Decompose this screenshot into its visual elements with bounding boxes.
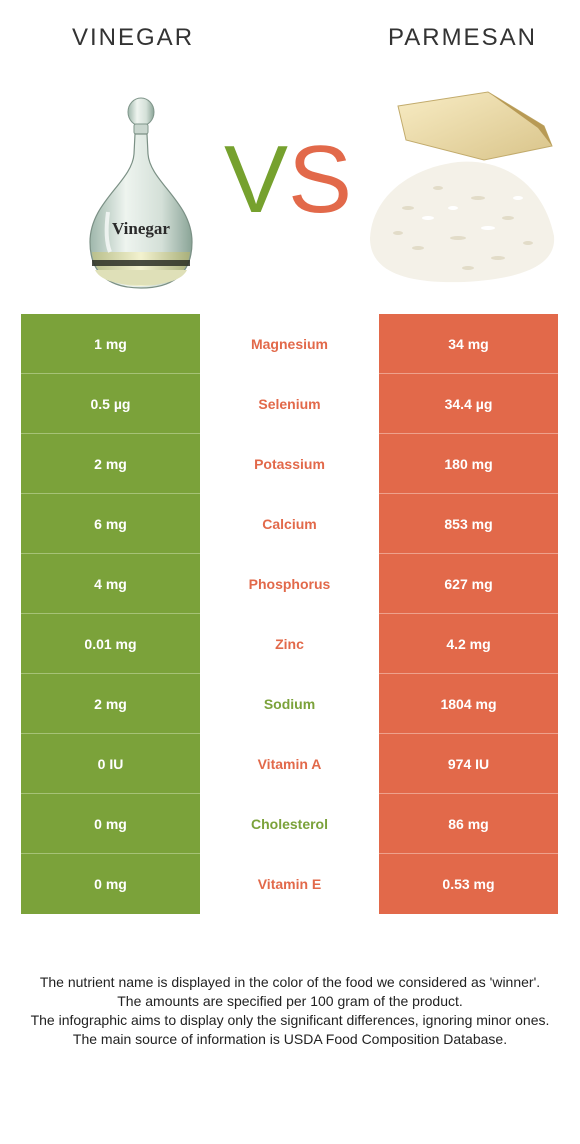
nutrient-name: Vitamin E <box>200 854 379 914</box>
vinegar-value: 6 mg <box>21 494 200 554</box>
nutrient-name: Sodium <box>200 674 379 734</box>
nutrient-name: Selenium <box>200 374 379 434</box>
table-row: 2 mg Sodium 1804 mg <box>21 674 558 734</box>
footnote-line: The infographic aims to display only the… <box>30 1012 550 1028</box>
table-row: 0.5 µg Selenium 34.4 µg <box>21 374 558 434</box>
parmesan-value: 853 mg <box>379 494 558 554</box>
parmesan-value: 4.2 mg <box>379 614 558 674</box>
footnote-line: The amounts are specified per 100 gram o… <box>117 993 463 1009</box>
nutrient-name: Cholesterol <box>200 794 379 854</box>
parmesan-value: 86 mg <box>379 794 558 854</box>
nutrient-name: Vitamin A <box>200 734 379 794</box>
table-row: 6 mg Calcium 853 mg <box>21 494 558 554</box>
parmesan-value: 34.4 µg <box>379 374 558 434</box>
table-row: 0 mg Vitamin E 0.53 mg <box>21 854 558 914</box>
vinegar-value: 0.01 mg <box>21 614 200 674</box>
nutrient-comparison-table: 1 mg Magnesium 34 mg 0.5 µg Selenium 34.4 µg 2… <box>21 314 558 914</box>
nutrient-name: Phosphorus <box>200 554 379 614</box>
table-row: 1 mg Magnesium 34 mg <box>21 314 558 374</box>
nutrient-name: Magnesium <box>200 314 379 374</box>
vinegar-value: 2 mg <box>21 434 200 494</box>
vinegar-value: 2 mg <box>21 674 200 734</box>
parmesan-value: 0.53 mg <box>379 854 558 914</box>
parmesan-image <box>370 91 555 283</box>
vinegar-value: 1 mg <box>21 314 200 374</box>
parmesan-value: 180 mg <box>379 434 558 494</box>
vinegar-value: 0 mg <box>21 854 200 914</box>
bottle-label: Vinegar <box>112 219 170 238</box>
parmesan-value: 34 mg <box>379 314 558 374</box>
vinegar-bottle-image: Vinegar <box>89 97 193 289</box>
table-row: 2 mg Potassium 180 mg <box>21 434 558 494</box>
versus-label: VS <box>224 126 353 233</box>
vinegar-value: 0.5 µg <box>21 374 200 434</box>
left-food-title: VINEGAR <box>72 24 195 51</box>
footnote: The nutrient name is displayed in the co… <box>20 973 560 1049</box>
nutrient-name: Calcium <box>200 494 379 554</box>
footnote-line: The main source of information is USDA F… <box>72 1031 508 1047</box>
vinegar-value: 0 IU <box>21 734 200 794</box>
table-row: 0 mg Cholesterol 86 mg <box>21 794 558 854</box>
table-row: 4 mg Phosphorus 627 mg <box>21 554 558 614</box>
parmesan-value: 627 mg <box>379 554 558 614</box>
parmesan-value: 974 IU <box>379 734 558 794</box>
table-row: 0.01 mg Zinc 4.2 mg <box>21 614 558 674</box>
vinegar-value: 0 mg <box>21 794 200 854</box>
nutrient-name: Potassium <box>200 434 379 494</box>
right-food-title: PARMESAN <box>388 24 537 51</box>
vinegar-value: 4 mg <box>21 554 200 614</box>
parmesan-value: 1804 mg <box>379 674 558 734</box>
table-row: 0 IU Vitamin A 974 IU <box>21 734 558 794</box>
footnote-line: The nutrient name is displayed in the co… <box>39 974 541 990</box>
nutrient-name: Zinc <box>200 614 379 674</box>
